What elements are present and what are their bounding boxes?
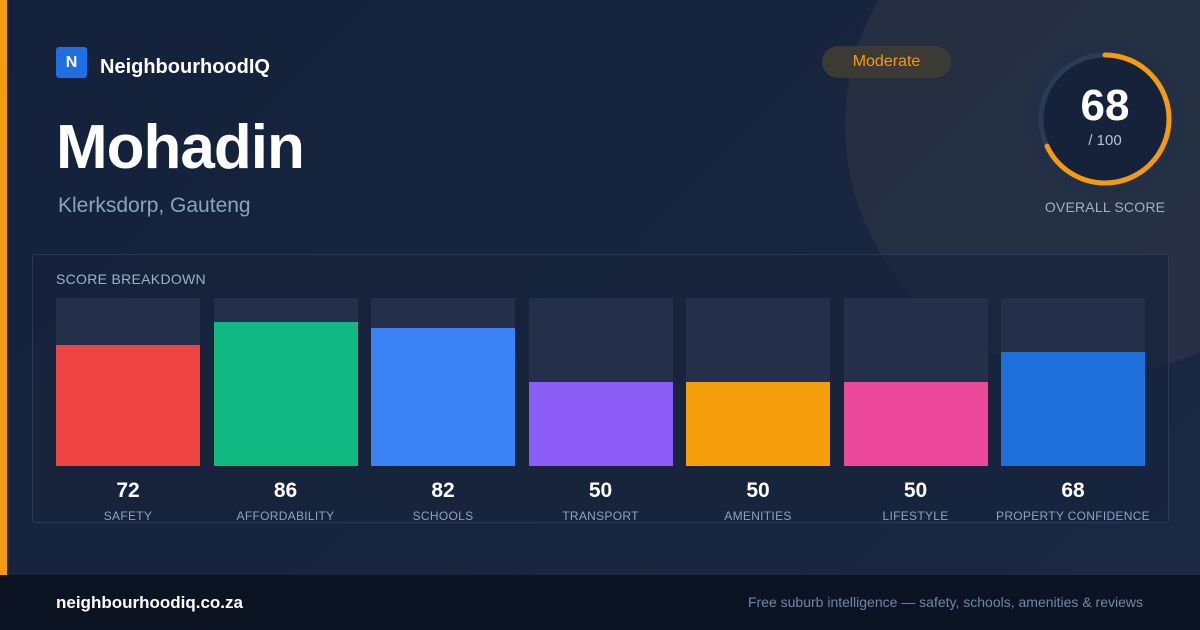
bar-track [843, 298, 988, 466]
bar-label: LIFESTYLE [882, 509, 949, 523]
bar-value: 50 [588, 479, 613, 502]
bar-track [686, 298, 830, 466]
bar-label: AFFORDABILITY [236, 509, 335, 523]
overall-score-label: OVERALL SCORE [1044, 199, 1166, 215]
suburb-title: Mohadin [56, 113, 305, 182]
bar-track [213, 298, 358, 466]
score-bar-affordability: 86 AFFORDABILITY [213, 298, 358, 523]
overall-score-max: / 100 [1088, 132, 1122, 149]
bar-label: SAFETY [103, 509, 153, 523]
score-bar-property-confidence: 68 PROPERTY CONFIDENCE [996, 298, 1150, 523]
bar-fill [686, 382, 830, 466]
bar-track [371, 298, 515, 466]
bar-track [528, 298, 673, 466]
overall-score-value: 68 [1080, 81, 1130, 130]
bar-fill [213, 322, 358, 466]
score-bar-amenities: 50 AMENITIES [686, 298, 830, 523]
score-breakdown-title: SCORE BREAKDOWN [56, 271, 206, 287]
brand[interactable]: N NeighbourhoodIQ [56, 46, 270, 79]
gauge-ring [1038, 52, 1172, 186]
score-bar-transport: 50 TRANSPORT [528, 298, 673, 523]
brand-name: NeighbourhoodIQ [100, 56, 270, 78]
bar-label: PROPERTY CONFIDENCE [996, 509, 1150, 523]
bar-fill [1001, 352, 1145, 466]
bar-value: 72 [116, 479, 140, 502]
bar-value: 68 [1061, 479, 1085, 502]
overall-score-gauge [1028, 42, 1182, 196]
bar-fill [843, 382, 988, 466]
score-bar-safety: 72 SAFETY [56, 298, 200, 523]
bar-fill [371, 328, 515, 466]
footer-tagline: Free suburb intelligence — safety, schoo… [747, 594, 1143, 610]
brand-logo-icon: N [56, 47, 87, 78]
bar-value: 82 [431, 479, 455, 502]
score-bar-schools: 82 SCHOOLS [371, 298, 515, 523]
bar-label: AMENITIES [724, 509, 792, 523]
footer-site-link[interactable]: neighbourhoodiq.co.za [56, 593, 243, 612]
bar-value: 86 [273, 479, 298, 502]
rating-badge: Moderate [822, 46, 951, 78]
bar-track [1001, 298, 1145, 466]
bar-fill [56, 345, 200, 466]
bar-label: SCHOOLS [412, 509, 474, 523]
bar-value: 50 [746, 479, 770, 502]
bar-value: 50 [903, 479, 928, 502]
bar-track [56, 298, 200, 466]
accent-strip [0, 0, 7, 575]
bar-fill [528, 382, 673, 466]
score-bar-lifestyle: 50 LIFESTYLE [843, 298, 988, 523]
bar-label: TRANSPORT [562, 509, 639, 523]
suburb-location: Klerksdorp, Gauteng [58, 194, 251, 217]
footer [0, 575, 1200, 630]
